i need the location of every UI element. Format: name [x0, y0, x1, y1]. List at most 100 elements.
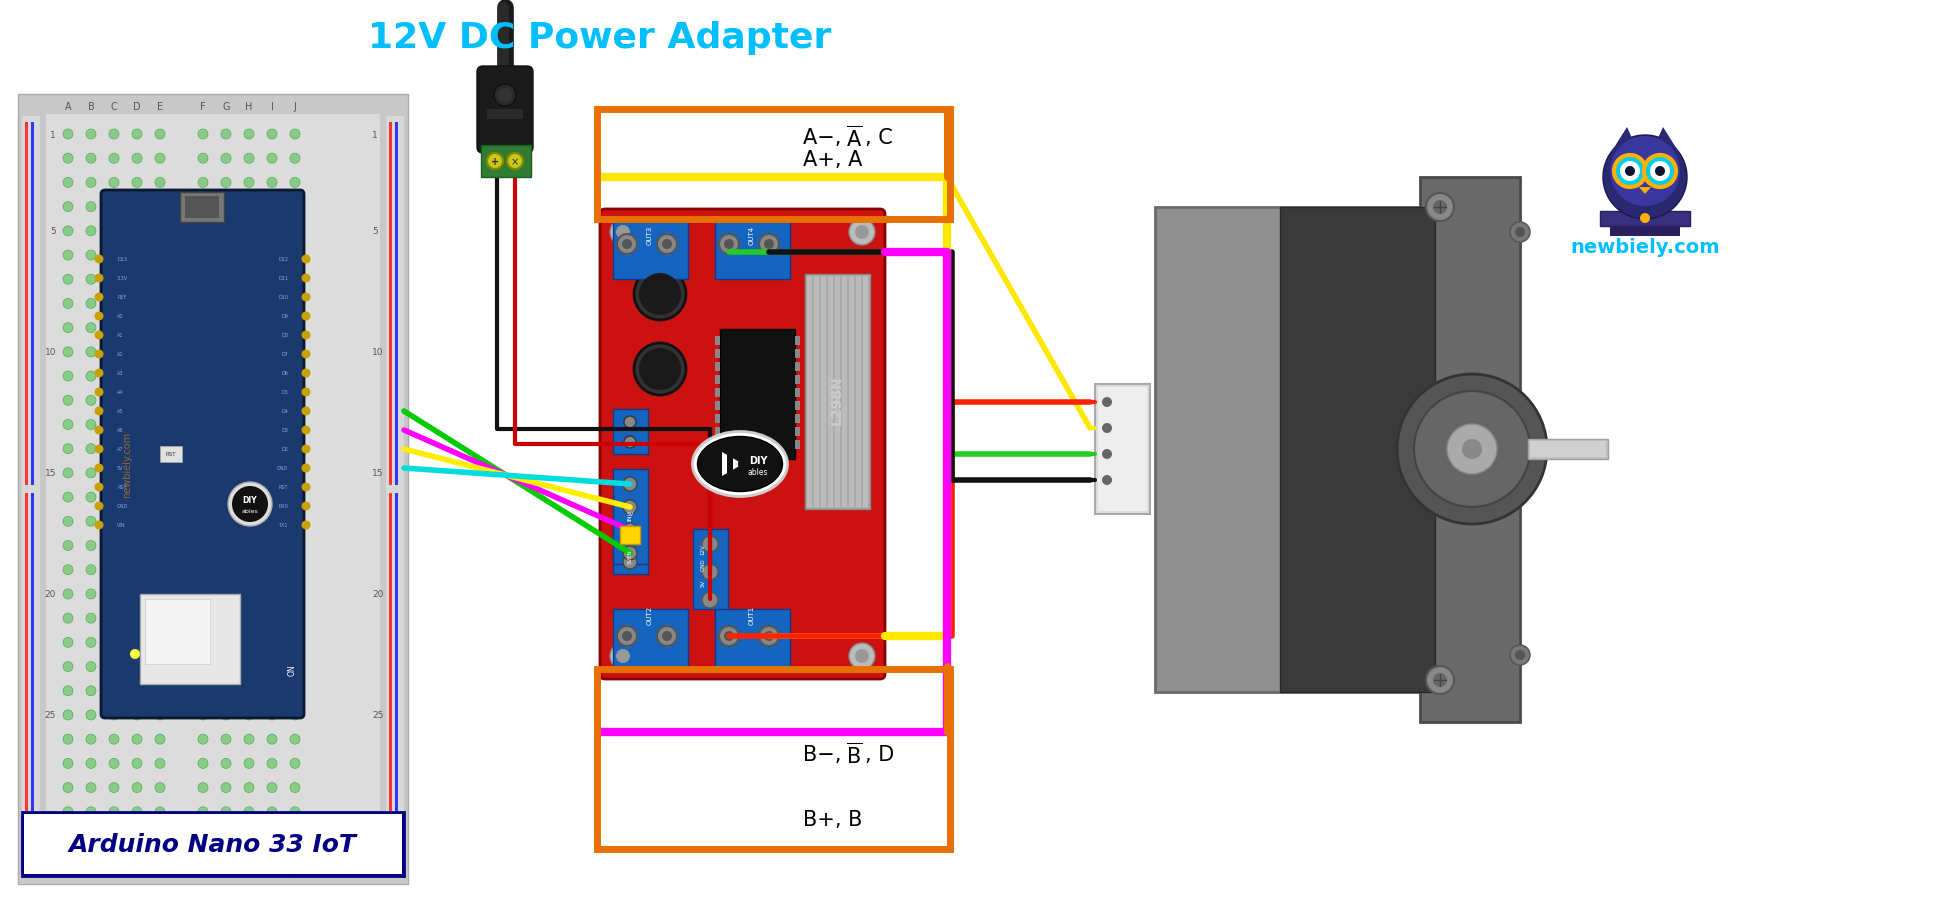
- Circle shape: [290, 686, 300, 696]
- Bar: [389, 123, 393, 486]
- Text: A−,: A−,: [803, 128, 847, 148]
- Circle shape: [85, 565, 97, 575]
- Circle shape: [1615, 156, 1646, 188]
- Circle shape: [220, 227, 230, 237]
- Circle shape: [197, 372, 209, 382]
- Bar: [805, 275, 870, 509]
- Circle shape: [1414, 392, 1530, 507]
- Circle shape: [267, 686, 277, 696]
- Text: D3: D3: [280, 428, 288, 433]
- Circle shape: [244, 613, 253, 623]
- Circle shape: [64, 807, 73, 817]
- Circle shape: [267, 275, 277, 285]
- Circle shape: [290, 661, 300, 671]
- Circle shape: [220, 299, 230, 309]
- Circle shape: [1609, 137, 1681, 207]
- Circle shape: [132, 323, 141, 333]
- Circle shape: [108, 154, 120, 164]
- Circle shape: [155, 179, 164, 189]
- Bar: [795, 389, 801, 397]
- Circle shape: [85, 372, 97, 382]
- Circle shape: [95, 407, 104, 416]
- Text: 20: 20: [371, 589, 383, 599]
- Circle shape: [85, 759, 97, 769]
- Circle shape: [1514, 650, 1526, 660]
- Circle shape: [244, 251, 253, 261]
- Circle shape: [220, 130, 230, 140]
- Circle shape: [617, 235, 636, 255]
- Circle shape: [108, 323, 120, 333]
- Text: A7: A7: [116, 447, 124, 452]
- Text: A0: A0: [116, 314, 124, 319]
- Circle shape: [290, 565, 300, 575]
- Circle shape: [108, 734, 120, 744]
- Bar: [180, 193, 224, 223]
- Circle shape: [290, 299, 300, 309]
- Circle shape: [155, 420, 164, 430]
- Circle shape: [220, 202, 230, 212]
- Circle shape: [244, 589, 253, 599]
- Circle shape: [719, 235, 739, 255]
- Text: I: I: [271, 867, 273, 877]
- Bar: [395, 494, 398, 856]
- Circle shape: [64, 372, 73, 382]
- Circle shape: [155, 130, 164, 140]
- Bar: [1599, 211, 1690, 227]
- Bar: [25, 123, 27, 486]
- Text: B: B: [87, 102, 95, 112]
- Circle shape: [267, 468, 277, 478]
- Bar: [17, 95, 408, 884]
- Text: D5: D5: [280, 390, 288, 395]
- Circle shape: [155, 638, 164, 648]
- Text: 12V: 12V: [700, 544, 706, 555]
- Circle shape: [302, 445, 311, 454]
- Circle shape: [244, 734, 253, 744]
- Circle shape: [95, 521, 104, 530]
- Circle shape: [220, 638, 230, 648]
- Circle shape: [64, 541, 73, 551]
- Circle shape: [64, 445, 73, 455]
- Circle shape: [155, 541, 164, 551]
- Circle shape: [220, 541, 230, 551]
- Bar: [857, 277, 861, 507]
- Circle shape: [132, 202, 141, 212]
- Circle shape: [1425, 194, 1454, 221]
- Circle shape: [617, 650, 630, 663]
- Circle shape: [85, 179, 97, 189]
- Circle shape: [132, 734, 141, 744]
- Circle shape: [197, 589, 209, 599]
- Circle shape: [267, 517, 277, 527]
- Circle shape: [132, 420, 141, 430]
- Circle shape: [244, 396, 253, 405]
- Circle shape: [155, 299, 164, 309]
- Bar: [1099, 387, 1147, 511]
- Circle shape: [155, 565, 164, 575]
- Circle shape: [197, 711, 209, 721]
- Bar: [1155, 208, 1429, 692]
- Circle shape: [487, 154, 503, 169]
- Circle shape: [132, 759, 141, 769]
- Text: 20: 20: [44, 589, 56, 599]
- Circle shape: [1621, 162, 1640, 182]
- Circle shape: [64, 686, 73, 696]
- Circle shape: [132, 299, 141, 309]
- Circle shape: [85, 661, 97, 671]
- Circle shape: [95, 464, 104, 473]
- Bar: [814, 277, 818, 507]
- Text: J: J: [294, 102, 296, 112]
- Circle shape: [64, 347, 73, 357]
- Text: D9: D9: [280, 314, 288, 319]
- Circle shape: [132, 565, 141, 575]
- Bar: [795, 337, 801, 345]
- Circle shape: [220, 420, 230, 430]
- Circle shape: [290, 445, 300, 455]
- Bar: [795, 427, 801, 436]
- Circle shape: [85, 299, 97, 309]
- Bar: [1609, 227, 1681, 237]
- Circle shape: [220, 831, 230, 841]
- Circle shape: [108, 227, 120, 237]
- Text: B−,: B−,: [803, 744, 847, 764]
- Circle shape: [64, 468, 73, 478]
- Bar: [387, 117, 404, 862]
- Circle shape: [244, 493, 253, 503]
